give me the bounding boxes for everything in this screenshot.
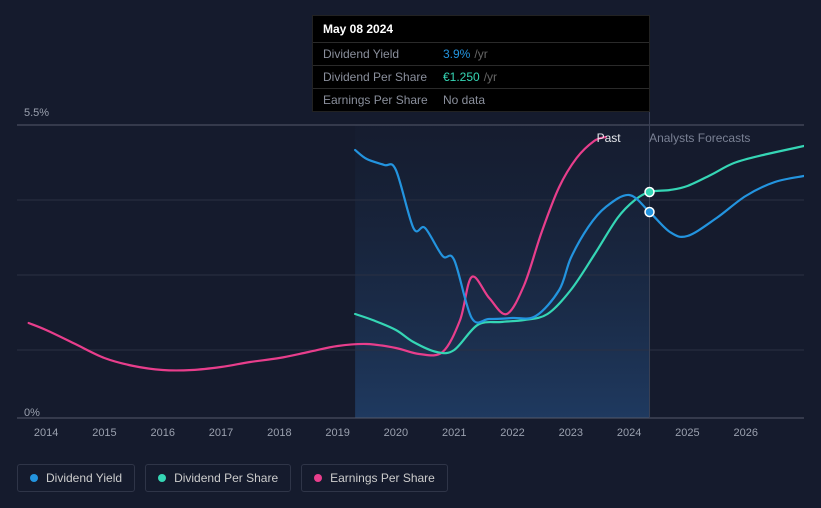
legend-item-dividend-per-share[interactable]: Dividend Per Share: [145, 464, 291, 492]
legend-label: Dividend Yield: [46, 471, 122, 485]
chart-tooltip: May 08 2024 Dividend Yield3.9%/yrDividen…: [312, 15, 650, 112]
tooltip-row: Earnings Per ShareNo data: [313, 88, 649, 111]
x-tick: 2020: [384, 427, 408, 439]
forecast-region-label: Analysts Forecasts: [649, 131, 750, 145]
tooltip-metric-unit: /yr: [484, 70, 497, 84]
x-tick: 2015: [92, 427, 116, 439]
legend: Dividend Yield Dividend Per Share Earnin…: [17, 464, 448, 492]
x-tick: 2021: [442, 427, 466, 439]
x-tick: 2025: [675, 427, 699, 439]
tooltip-metric-unit: /yr: [474, 47, 487, 61]
legend-label: Earnings Per Share: [330, 471, 435, 485]
legend-dot-icon: [158, 474, 166, 482]
tooltip-metric-value: No data: [443, 93, 485, 107]
x-tick: 2016: [150, 427, 174, 439]
tooltip-metric-value: 3.9%: [443, 47, 470, 61]
y-axis-max-label: 5.5%: [24, 107, 49, 119]
x-tick: 2019: [325, 427, 349, 439]
x-tick: 2022: [500, 427, 524, 439]
x-tick: 2024: [617, 427, 641, 439]
y-axis-min-label: 0%: [24, 407, 40, 419]
x-tick: 2026: [733, 427, 757, 439]
legend-dot-icon: [314, 474, 322, 482]
tooltip-metric-label: Dividend Yield: [323, 47, 443, 61]
x-tick: 2018: [267, 427, 291, 439]
x-tick: 2023: [559, 427, 583, 439]
past-region-label: Past: [597, 131, 621, 145]
legend-item-earnings-per-share[interactable]: Earnings Per Share: [301, 464, 448, 492]
tooltip-metric-label: Earnings Per Share: [323, 93, 443, 107]
tooltip-metric-label: Dividend Per Share: [323, 70, 443, 84]
x-tick: 2014: [34, 427, 58, 439]
tooltip-row: Dividend Yield3.9% /yr: [313, 42, 649, 65]
tooltip-row: Dividend Per Share€1.250/yr: [313, 65, 649, 88]
tooltip-date: May 08 2024: [313, 16, 649, 42]
legend-item-dividend-yield[interactable]: Dividend Yield: [17, 464, 135, 492]
tooltip-metric-value: €1.250: [443, 70, 480, 84]
legend-dot-icon: [30, 474, 38, 482]
x-tick: 2017: [209, 427, 233, 439]
legend-label: Dividend Per Share: [174, 471, 278, 485]
